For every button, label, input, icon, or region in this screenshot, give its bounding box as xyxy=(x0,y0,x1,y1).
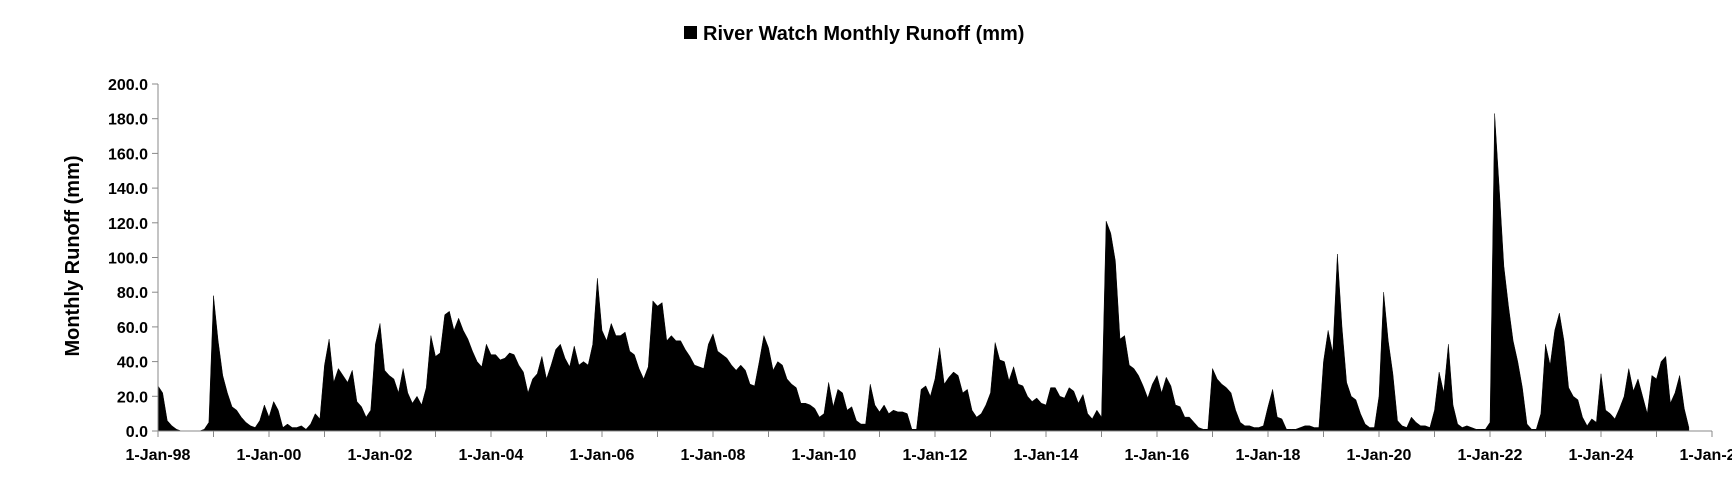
x-tick-label: 1-Jan-02 xyxy=(348,447,413,464)
x-tick-label: 1-Jan-10 xyxy=(792,447,857,464)
series-area-0 xyxy=(157,113,1690,432)
x-tick-label: 1-Jan-26 xyxy=(1680,447,1732,464)
legend-label: River Watch Monthly Runoff (mm) xyxy=(703,23,1024,45)
x-tick-label: 1-Jan-24 xyxy=(1569,447,1634,464)
x-tick-label: 1-Jan-18 xyxy=(1236,447,1301,464)
x-tick-label: 1-Jan-06 xyxy=(570,447,635,464)
y-axis-title: Monthly Runoff (mm) xyxy=(62,155,84,356)
legend: River Watch Monthly Runoff (mm) xyxy=(684,23,1024,45)
x-tick-label: 1-Jan-12 xyxy=(903,447,968,464)
x-tick-label: 1-Jan-04 xyxy=(459,447,524,464)
legend-swatch xyxy=(684,26,697,39)
y-tick-label: 100.0 xyxy=(108,251,148,268)
y-axis: 0.0 20.0 40.0 60.0 80.0 100.0 120.0 140.0 160.0 1… xyxy=(108,77,159,441)
y-tick-label: 180.0 xyxy=(108,112,148,129)
y-tick-label: 40.0 xyxy=(117,355,148,372)
y-tick-label: 80.0 xyxy=(117,285,148,302)
y-tick-label: 0.0 xyxy=(126,424,148,441)
x-tick-label: 1-Jan-08 xyxy=(681,447,746,464)
x-tick-label: 1-Jan-22 xyxy=(1458,447,1523,464)
x-tick-label: 1-Jan-16 xyxy=(1125,447,1190,464)
x-tick-label: 1-Jan-14 xyxy=(1014,447,1079,464)
plot-area xyxy=(157,113,1690,432)
x-tick-label: 1-Jan-98 xyxy=(126,447,191,464)
x-tick-label: 1-Jan-00 xyxy=(237,447,302,464)
y-tick-label: 160.0 xyxy=(108,146,148,163)
x-tick-label: 1-Jan-20 xyxy=(1347,447,1412,464)
y-tick-label: 140.0 xyxy=(108,181,148,198)
y-tick-label: 120.0 xyxy=(108,216,148,233)
y-tick-label: 60.0 xyxy=(117,320,148,337)
x-axis: 1-Jan-98 1-Jan-00 1-Jan-02 1-Jan-04 1-Jan-06… xyxy=(126,430,1732,464)
y-tick-label: 200.0 xyxy=(108,77,148,94)
y-tick-label: 20.0 xyxy=(117,389,148,406)
